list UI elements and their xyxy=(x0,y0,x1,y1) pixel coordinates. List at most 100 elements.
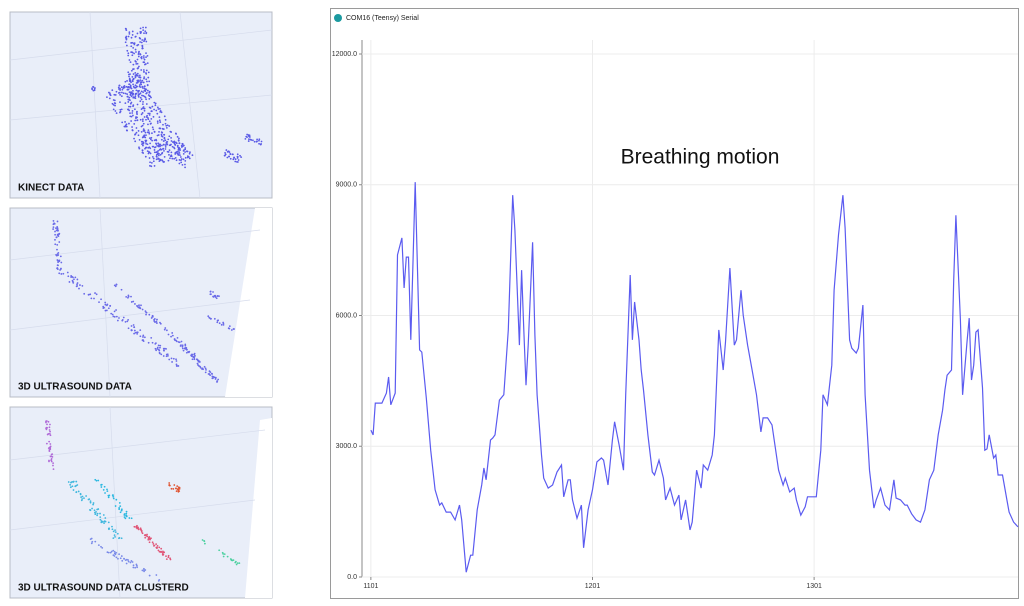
point xyxy=(148,151,151,154)
point xyxy=(107,521,110,524)
point xyxy=(58,232,61,235)
point xyxy=(140,56,143,59)
point xyxy=(111,494,114,497)
point xyxy=(141,143,143,146)
point xyxy=(125,515,128,518)
point xyxy=(119,101,121,104)
point xyxy=(94,478,97,481)
point xyxy=(174,339,176,342)
point xyxy=(144,310,147,312)
point xyxy=(156,120,159,123)
point xyxy=(114,285,117,288)
point xyxy=(234,160,237,163)
point xyxy=(136,32,139,35)
point xyxy=(147,129,150,132)
point xyxy=(130,36,133,39)
point xyxy=(135,564,138,567)
point xyxy=(118,506,121,509)
point xyxy=(112,495,115,498)
point xyxy=(123,125,126,128)
point xyxy=(94,540,97,543)
point xyxy=(175,364,178,367)
point xyxy=(48,432,51,435)
point xyxy=(132,73,135,75)
point xyxy=(145,69,148,72)
point xyxy=(153,544,156,547)
point xyxy=(70,276,73,278)
point xyxy=(120,555,123,557)
point xyxy=(120,86,123,89)
point xyxy=(143,116,146,118)
point xyxy=(208,317,211,319)
point xyxy=(149,537,152,540)
point xyxy=(110,550,113,553)
point xyxy=(103,306,105,309)
point xyxy=(233,156,236,159)
point xyxy=(119,93,122,96)
point xyxy=(176,152,179,155)
point xyxy=(134,35,137,38)
point xyxy=(125,29,128,32)
point xyxy=(139,76,142,79)
point xyxy=(177,486,180,489)
point xyxy=(124,102,127,105)
point xyxy=(170,154,173,157)
point xyxy=(142,81,145,84)
point xyxy=(75,484,78,487)
point xyxy=(162,554,164,556)
point xyxy=(106,96,108,99)
y-tick-label: 3000.0 xyxy=(336,443,358,450)
point xyxy=(128,96,131,99)
point xyxy=(146,143,149,146)
point xyxy=(142,94,145,97)
point xyxy=(171,157,174,160)
point xyxy=(49,434,52,437)
point xyxy=(215,297,218,300)
point xyxy=(132,68,134,71)
point xyxy=(211,377,214,380)
point xyxy=(101,546,104,549)
point xyxy=(110,312,113,315)
point xyxy=(147,118,150,121)
point xyxy=(156,112,159,115)
point xyxy=(130,81,132,84)
point xyxy=(176,145,179,148)
point xyxy=(109,94,112,97)
point xyxy=(143,336,146,339)
point xyxy=(53,222,56,225)
point xyxy=(204,542,206,545)
point xyxy=(138,89,140,92)
point xyxy=(135,92,138,95)
point xyxy=(117,86,120,89)
point xyxy=(47,420,50,423)
point xyxy=(102,514,105,516)
point xyxy=(95,479,98,482)
point xyxy=(133,43,136,46)
point xyxy=(153,130,156,133)
point xyxy=(54,233,57,236)
point xyxy=(161,131,164,134)
point xyxy=(167,556,170,559)
point xyxy=(148,541,151,544)
point xyxy=(155,153,158,156)
point xyxy=(178,147,181,150)
point xyxy=(201,539,204,541)
point xyxy=(138,146,140,149)
point xyxy=(81,284,84,287)
point xyxy=(141,103,144,106)
panel-grid xyxy=(9,229,261,261)
point xyxy=(184,147,187,149)
point xyxy=(107,527,110,530)
point xyxy=(144,533,147,536)
point xyxy=(141,94,143,97)
point xyxy=(48,449,51,451)
point xyxy=(256,138,259,141)
point xyxy=(184,347,187,350)
point xyxy=(132,63,135,66)
point xyxy=(124,320,127,323)
point xyxy=(178,341,181,344)
point xyxy=(184,343,187,346)
point xyxy=(81,498,84,500)
point xyxy=(111,89,114,92)
point xyxy=(171,332,174,334)
